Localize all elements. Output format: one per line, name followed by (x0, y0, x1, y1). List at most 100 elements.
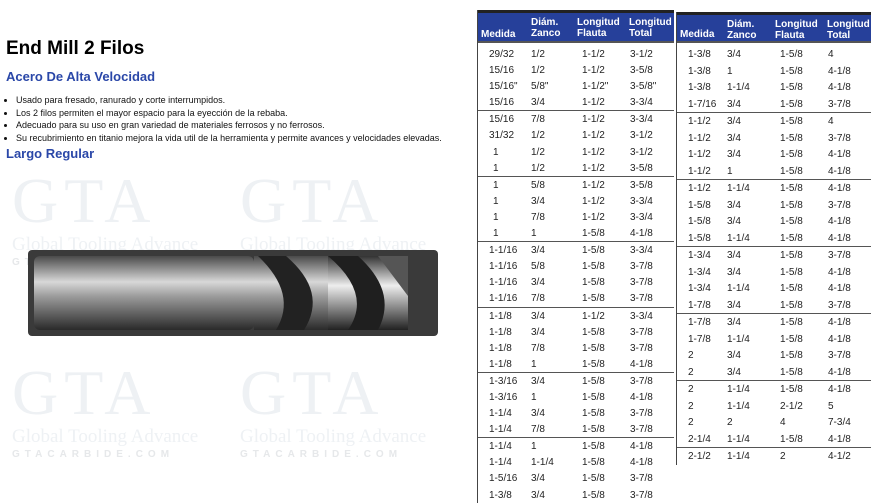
header-total: Longitud Total (629, 17, 672, 39)
cell-diametro-zanco: 1-1/4 (727, 283, 750, 294)
header-flauta: Longitud Flauta (577, 17, 620, 39)
table-row: 1-1/4 1-1/4 1-5/8 4-1/8 (478, 454, 674, 470)
table-row: 1-1/2 1 1-5/8 4-1/8 (677, 163, 871, 180)
cell-longitud-total: 3-3/4 (630, 211, 653, 223)
cell-longitud-flauta: 1-1/2 (582, 65, 605, 77)
cell-longitud-flauta: 1-1/2 (582, 211, 605, 223)
cell-longitud-total: 3-5/8" (630, 81, 657, 93)
cell-diametro-zanco: 2 (727, 417, 733, 428)
cell-longitud-total: 4-1/8 (828, 65, 851, 77)
cell-medida: 1-1/16 (489, 245, 518, 257)
table-row: 1-1/2 1-1/4 1-5/8 4-1/8 (677, 180, 871, 197)
table-row: 1-5/16 3/4 1-5/8 3-7/8 (478, 470, 674, 486)
cell-medida: 1-1/16 (489, 293, 518, 305)
watermark-logo: GTA (12, 165, 157, 236)
cell-diametro-zanco: 1-1/4 (727, 232, 750, 244)
feature-item: Usado para fresado, ranurado y corte int… (16, 94, 442, 107)
cell-longitud-total: 3-3/4 (630, 97, 653, 109)
cell-longitud-flauta: 1-5/8 (582, 424, 605, 436)
cell-longitud-total: 3-7/8 (828, 350, 851, 361)
cell-medida: 15/16 (489, 97, 515, 109)
header-flauta-line1: Longitud (775, 19, 818, 30)
table-row: 2 1-1/4 2-1/2 5 (677, 398, 871, 415)
watermark-logo: GTA (12, 357, 157, 428)
cell-longitud-flauta: 1-5/8 (780, 98, 803, 110)
cell-longitud-total: 4-1/8 (828, 183, 851, 194)
cell-medida: 2 (688, 366, 694, 378)
cell-longitud-total: 4-1/8 (828, 384, 851, 395)
cell-diametro-zanco: 1 (531, 391, 537, 403)
cell-longitud-total: 3-7/8 (828, 299, 851, 311)
cell-longitud-flauta: 1-1/2 (582, 146, 605, 158)
cell-longitud-flauta: 1-1/2 (582, 162, 605, 174)
cell-diametro-zanco: 1 (531, 441, 537, 453)
cell-longitud-flauta: 1-5/8 (780, 165, 803, 177)
cell-longitud-flauta: 1-5/8 (780, 433, 803, 445)
cell-medida: 15/16" (489, 81, 518, 93)
cell-diametro-zanco: 7/8 (531, 424, 545, 436)
cell-longitud-flauta: 1-5/8 (582, 277, 605, 289)
table-row: 1-1/2 3/4 1-5/8 4 (677, 113, 871, 130)
cell-longitud-flauta: 1-5/8 (582, 326, 605, 338)
cell-medida: 2 (688, 400, 694, 412)
cell-longitud-flauta: 1-5/8 (780, 366, 803, 378)
cell-longitud-flauta: 1-5/8 (780, 132, 803, 144)
cell-medida: 1-7/16 (688, 98, 717, 110)
header-total-line2: Total (827, 30, 851, 41)
cell-longitud-total: 3-7/8 (630, 489, 653, 501)
cell-diametro-zanco: 1/2 (531, 162, 545, 174)
cell-medida: 1-5/8 (688, 216, 711, 227)
cell-longitud-total: 3-7/8 (630, 424, 653, 436)
page-title: End Mill 2 Filos (6, 38, 145, 59)
cell-longitud-flauta: 1-5/8 (582, 228, 605, 240)
cell-medida: 1-3/16 (489, 375, 518, 387)
watermark-name: Global Tooling Advance (240, 426, 427, 447)
cell-diametro-zanco: 3/4 (531, 195, 545, 207)
cell-longitud-total: 3-7/8 (630, 277, 653, 289)
cell-longitud-flauta: 2-1/2 (780, 400, 803, 412)
header-flauta: Longitud Flauta (775, 19, 818, 41)
cell-longitud-flauta: 1-5/8 (582, 489, 605, 501)
cell-longitud-total: 4-1/8 (828, 232, 851, 244)
table-row: 1-7/16 3/4 1-5/8 3-7/8 (677, 96, 871, 113)
cell-diametro-zanco: 3/4 (531, 245, 545, 257)
header-total-line2: Total (629, 28, 653, 39)
cell-longitud-total: 4-1/8 (828, 165, 851, 177)
cell-longitud-total: 4-1/2 (828, 451, 851, 462)
table-row: 1-3/8 1 1-5/8 4-1/8 (677, 63, 871, 80)
cell-longitud-total: 3-5/8 (630, 179, 653, 191)
header-diametro-line1: Diám. (531, 17, 559, 28)
table-row: 1-7/8 1-1/4 1-5/8 4-1/8 (677, 331, 871, 348)
cell-longitud-flauta: 1-5/8 (780, 283, 803, 294)
cell-diametro-zanco: 3/4 (531, 97, 545, 109)
cell-longitud-total: 5 (828, 400, 834, 412)
table-header: Medida Diám. Zanco Longitud Flauta Longitu… (478, 10, 674, 41)
cell-longitud-total: 3-1/2 (630, 130, 653, 142)
cell-medida: 1-5/8 (688, 199, 711, 211)
cell-longitud-flauta: 1-1/2 (582, 130, 605, 142)
cell-medida: 1-3/8 (688, 82, 711, 93)
cell-longitud-total: 3-7/8 (828, 250, 851, 261)
table-row: 29/32 1/2 1-1/2 3-1/2 (478, 46, 674, 62)
table-row: 15/16 7/8 1-1/2 3-3/4 (478, 111, 674, 127)
table-row: 15/16" 5/8" 1-1/2" 3-5/8" (478, 78, 674, 94)
feature-list: Usado para fresado, ranurado y corte int… (0, 94, 442, 144)
cell-medida: 1-1/8 (489, 358, 512, 370)
cell-diametro-zanco: 1-1/4 (727, 82, 750, 93)
table-row: 1-3/8 1-1/4 1-5/8 4-1/8 (677, 79, 871, 96)
cell-longitud-flauta: 1-5/8 (780, 250, 803, 261)
header-diametro-line2: Zanco (531, 28, 561, 39)
cell-longitud-total: 4-1/8 (630, 358, 653, 370)
cell-medida: 31/32 (489, 130, 515, 142)
cell-diametro-zanco: 3/4 (727, 49, 741, 60)
table-row: 1-3/4 3/4 1-5/8 4-1/8 (677, 264, 871, 281)
cell-longitud-flauta: 4 (780, 417, 786, 428)
cell-longitud-total: 3-3/4 (630, 195, 653, 207)
cell-longitud-flauta: 1-5/8 (582, 408, 605, 420)
cell-medida: 1-7/8 (688, 299, 711, 311)
cell-diametro-zanco: 3/4 (727, 132, 741, 144)
table-row: 2-1/2 1-1/4 2 4-1/2 (677, 448, 871, 465)
table-row: 1-3/8 3/4 1-5/8 3-7/8 (478, 487, 674, 503)
table-row: 1-3/4 1-1/4 1-5/8 4-1/8 (677, 280, 871, 297)
